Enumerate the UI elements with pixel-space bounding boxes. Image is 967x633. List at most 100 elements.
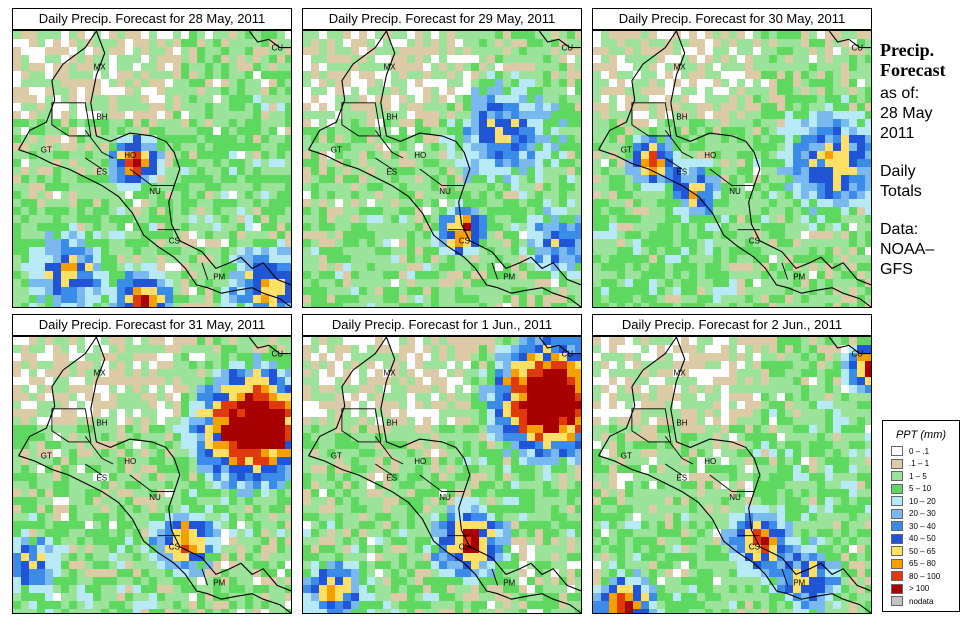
panel-title: Daily Precip. Forecast for 2 Jun., 2011: [592, 314, 872, 336]
precip-grid: MX BH GT HO ES NU CS PM CU: [593, 337, 871, 613]
country-label: MX: [674, 63, 687, 72]
legend-label: 20 – 30: [909, 509, 936, 519]
legend-item: 30 – 40: [891, 520, 959, 533]
country-label: NU: [439, 187, 451, 196]
country-label: CU: [562, 43, 574, 52]
precip-grid: MX BH GT HO ES NU CS PM CU: [13, 31, 291, 307]
country-label: MX: [674, 369, 687, 378]
legend-item: 1 – 5: [891, 470, 959, 483]
data-label: Data:: [880, 221, 919, 238]
country-label: CU: [272, 349, 284, 358]
country-label: ES: [676, 168, 687, 177]
legend-item: 65 – 80: [891, 558, 959, 571]
country-label: CS: [459, 543, 470, 552]
legend: PPT (mm) 0 – .1 .1 – 1 1 – 5 5 – 10 10 – 20 2…: [882, 420, 960, 612]
legend-label: .1 – 1: [909, 459, 930, 469]
totals-label: Totals: [880, 183, 922, 200]
country-label: HO: [124, 151, 136, 160]
country-label: BH: [386, 112, 397, 121]
precip-grid: MX BH GT HO ES NU CS PM CU: [13, 337, 291, 613]
country-label: BH: [386, 418, 397, 427]
legend-swatch: [891, 596, 903, 607]
country-label: NU: [149, 493, 161, 502]
country-label: CS: [749, 543, 760, 552]
country-label: NU: [439, 493, 451, 502]
country-label: CS: [459, 237, 470, 246]
legend-item: 80 – 100: [891, 570, 959, 583]
country-label: CU: [852, 43, 864, 52]
legend-label: > 100: [909, 584, 930, 594]
asof-date: 28 May: [880, 105, 933, 122]
country-label: MX: [94, 369, 107, 378]
legend-label: 50 – 65: [909, 546, 936, 556]
legend-swatch: [891, 533, 903, 544]
asof-label: as of:: [880, 85, 920, 102]
forecast-panel-2: Daily Precip. Forecast for 29 May, 2011 …: [302, 8, 582, 308]
legend-item: 20 – 30: [891, 508, 959, 521]
country-label: NU: [149, 187, 161, 196]
data-source-1: NOAA–: [880, 241, 935, 258]
daily-label: Daily: [880, 163, 916, 180]
legend-label: 65 – 80: [909, 559, 936, 569]
panel-title: Daily Precip. Forecast for 30 May, 2011: [592, 8, 872, 30]
precip-grid: MX BH GT HO ES NU CS PM CU: [593, 31, 871, 307]
asof-year: 2011: [880, 125, 915, 142]
legend-label: 5 – 10: [909, 484, 932, 494]
country-label: GT: [331, 451, 342, 460]
country-label: ES: [386, 168, 397, 177]
precip-map: MX BH GT HO ES NU CS PM CU: [12, 336, 292, 614]
forecast-panel-1: Daily Precip. Forecast for 28 May, 2011 …: [12, 8, 292, 308]
country-label: CU: [852, 349, 864, 358]
legend-swatch: [891, 521, 903, 532]
precip-grid: MX BH GT HO ES NU CS PM CU: [303, 31, 581, 307]
country-label: MX: [384, 369, 397, 378]
legend-item: 40 – 50: [891, 533, 959, 546]
country-label: PM: [503, 578, 515, 587]
legend-rows: 0 – .1 .1 – 1 1 – 5 5 – 10 10 – 20 20 – 30 30 …: [883, 445, 959, 608]
legend-item: > 100: [891, 583, 959, 596]
country-label: PM: [213, 272, 225, 281]
precip-map: MX BH GT HO ES NU CS PM CU: [12, 30, 292, 308]
forecast-panel-5: Daily Precip. Forecast for 1 Jun., 2011 …: [302, 314, 582, 614]
country-label: CU: [562, 349, 574, 358]
side-title-line1: Precip.: [880, 40, 935, 60]
legend-item: 50 – 65: [891, 545, 959, 558]
side-info: Precip. Forecast as of: 28 May 2011 Dail…: [880, 40, 965, 280]
country-label: BH: [96, 418, 107, 427]
country-label: GT: [331, 145, 342, 154]
precip-map: MX BH GT HO ES NU CS PM CU: [302, 30, 582, 308]
country-label: NU: [729, 187, 741, 196]
legend-title: PPT (mm): [895, 429, 947, 441]
country-label: PM: [793, 272, 805, 281]
precip-map: MX BH GT HO ES NU CS PM CU: [592, 30, 872, 308]
legend-swatch: [891, 546, 903, 557]
legend-swatch: [891, 483, 903, 494]
legend-item: 10 – 20: [891, 495, 959, 508]
legend-label: 30 – 40: [909, 521, 936, 531]
panel-title: Daily Precip. Forecast for 29 May, 2011: [302, 8, 582, 30]
country-label: MX: [94, 63, 107, 72]
country-label: PM: [503, 272, 515, 281]
country-label: GT: [41, 451, 52, 460]
country-label: ES: [96, 474, 107, 483]
country-label: CS: [169, 543, 180, 552]
forecast-panel-3: Daily Precip. Forecast for 30 May, 2011 …: [592, 8, 872, 308]
country-label: GT: [621, 145, 632, 154]
country-label: GT: [621, 451, 632, 460]
country-label: CS: [169, 237, 180, 246]
legend-label: 1 – 5: [909, 471, 927, 481]
precip-grid: MX BH GT HO ES NU CS PM CU: [303, 337, 581, 613]
precip-map: MX BH GT HO ES NU CS PM CU: [592, 336, 872, 614]
legend-swatch: [891, 571, 903, 582]
legend-swatch: [891, 558, 903, 569]
forecast-panel-4: Daily Precip. Forecast for 31 May, 2011 …: [12, 314, 292, 614]
panel-title: Daily Precip. Forecast for 1 Jun., 2011: [302, 314, 582, 336]
legend-label: nodata: [909, 596, 934, 606]
panel-title: Daily Precip. Forecast for 28 May, 2011: [12, 8, 292, 30]
country-label: GT: [41, 145, 52, 154]
country-label: PM: [793, 578, 805, 587]
country-label: HO: [704, 151, 716, 160]
country-label: NU: [729, 493, 741, 502]
forecast-panel-6: Daily Precip. Forecast for 2 Jun., 2011 …: [592, 314, 872, 614]
precip-map: MX BH GT HO ES NU CS PM CU: [302, 336, 582, 614]
